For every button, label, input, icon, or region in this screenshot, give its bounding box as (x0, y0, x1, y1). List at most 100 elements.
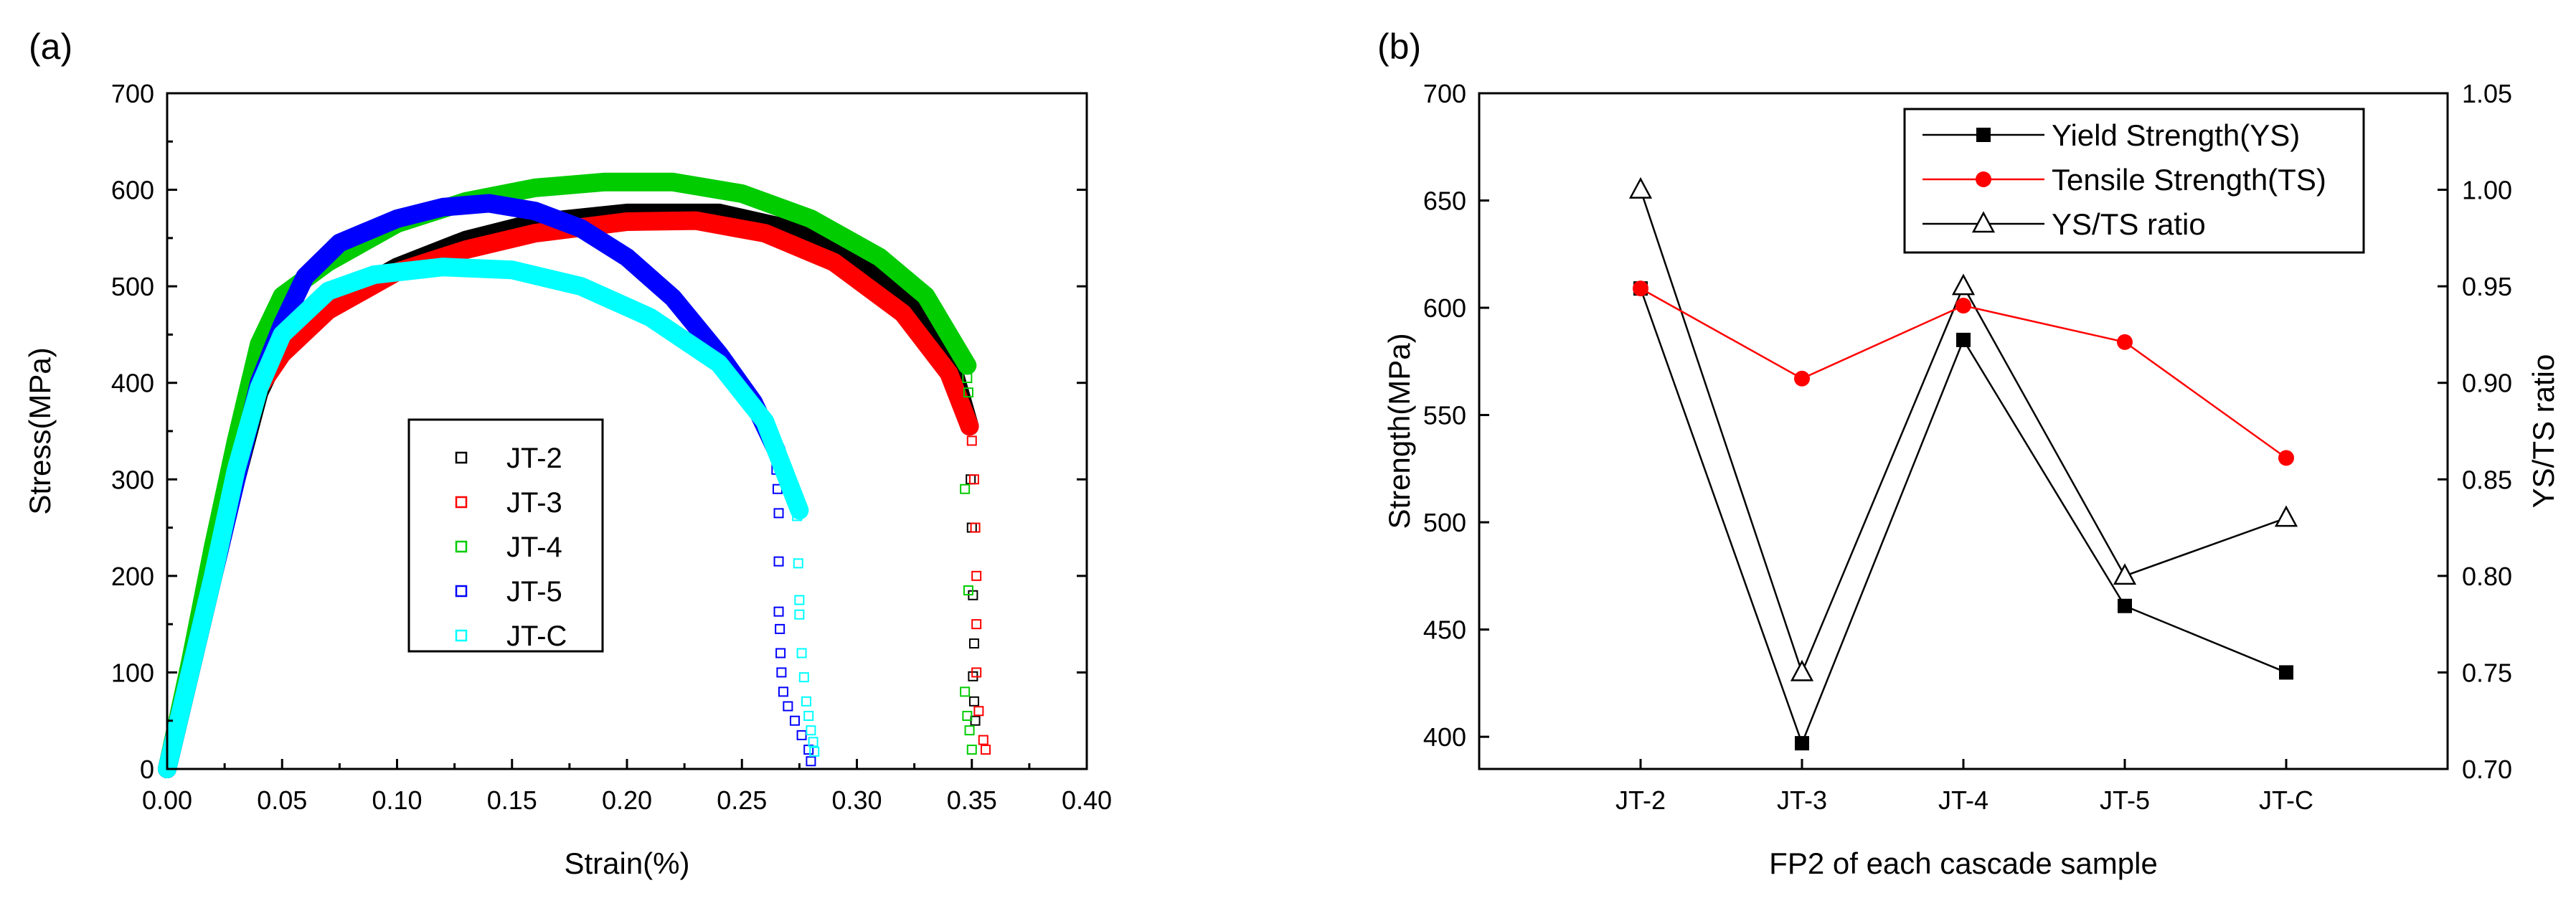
a-y-tick-label: 700 (111, 79, 154, 108)
legend-label-jt-5: JT-5 (506, 576, 562, 608)
a-x-tick-label: 0.20 (602, 785, 652, 815)
data-point-marker (960, 483, 971, 494)
b-y-tick-label: 700 (1423, 79, 1466, 108)
panel-label-b: (b) (1377, 27, 1421, 67)
series-jt-c (158, 258, 820, 778)
data-point-marker (971, 667, 982, 678)
b-x-tick-label: JT-5 (2100, 785, 2150, 815)
data-point-marker (806, 725, 816, 736)
a-y-axis-title: Stress(MPa) (23, 347, 57, 514)
b-y-axis-title: Strength(MPa) (1382, 333, 1416, 529)
a-plot-frame (166, 92, 1088, 770)
legend-marker (1971, 211, 1996, 233)
b-y-tick-label: 600 (1423, 293, 1466, 323)
legend-label-jt-2: JT-2 (506, 443, 562, 474)
a-y-tick-label: 600 (111, 176, 154, 205)
plot-b: JT-2 JT-3 JT-4 JT-5 JT-C 400 450 500 550 600 650 70… (1382, 79, 2560, 880)
a-x-tick-label: 0.05 (257, 785, 307, 815)
data-point-marker (962, 372, 973, 383)
b-x-tick-label: JT-C (2259, 785, 2313, 815)
b-y-tick-label: 500 (1423, 508, 1466, 537)
data-point-marker (796, 648, 807, 659)
data-point-marker (978, 735, 989, 745)
data-point-marker (2274, 505, 2298, 527)
data-point-marker (803, 710, 814, 721)
legend-marker (1976, 171, 1991, 187)
data-point-marker (1955, 298, 1971, 314)
a-x-tick-label: 0.00 (142, 785, 192, 815)
data-point-marker (793, 558, 803, 569)
a-x-axis-title: Strain(%) (564, 846, 689, 880)
data-point-marker (798, 672, 809, 683)
data-point-marker (776, 667, 787, 678)
legend-label: YS/TS ratio (2052, 207, 2206, 241)
legend-marker (1976, 128, 1991, 142)
b-x-tick-label: JT-4 (1938, 785, 1988, 815)
data-point-marker (1633, 280, 1648, 297)
b-y-axis-right-title: YS/TS ratio (2527, 354, 2560, 509)
data-point-marker (2278, 450, 2294, 466)
a-y-tick-label: 300 (111, 465, 154, 494)
legend-label-jt-c: JT-C (506, 620, 567, 652)
b-y-right-tick-label: 0.80 (2462, 562, 2512, 591)
series-0 (1633, 281, 2293, 751)
data-point-marker (2113, 563, 2137, 585)
data-point-marker (775, 648, 786, 659)
data-point-marker (966, 522, 977, 533)
data-point-marker (960, 686, 971, 697)
a-x-tick-label: 0.30 (831, 785, 882, 815)
data-point-marker (971, 619, 982, 630)
data-point-marker (794, 609, 805, 620)
b-y-tick-label: 550 (1423, 401, 1466, 430)
data-point-marker (968, 696, 979, 707)
data-point-marker (966, 435, 977, 446)
series-jt-c-band (158, 258, 809, 778)
legend-marker-jt-2 (455, 451, 468, 464)
data-point-marker (963, 585, 973, 596)
data-point-marker (1628, 176, 1653, 199)
data-point-marker (806, 756, 816, 767)
a-legend-entries: JT-2 JT-3 JT-4 JT-5 JT-C (455, 443, 567, 652)
a-y-tick-label: 200 (111, 562, 154, 591)
legend-label: Tensile Strength(TS) (2052, 163, 2326, 197)
data-point-marker (968, 474, 979, 485)
data-point-marker (970, 522, 981, 533)
b-y-tick-label: 400 (1423, 722, 1466, 752)
data-point-marker (968, 638, 979, 649)
a-x-tick-label: 0.40 (1062, 785, 1112, 815)
data-point-marker (966, 745, 977, 755)
data-point-marker (789, 715, 800, 726)
b-y-right-tick-label: 0.90 (2462, 369, 2512, 398)
data-point-marker (1794, 370, 1810, 387)
data-point-marker (809, 746, 820, 757)
legend-label-jt-3: JT-3 (506, 487, 562, 519)
data-point-marker (973, 706, 984, 717)
a-x-tick-label: 0.10 (372, 785, 422, 815)
b-legend-entries: Yield Strength(YS) Tensile Strength(TS) YS… (1922, 118, 2326, 241)
data-point-marker (794, 595, 805, 605)
a-y-tick-label: 0 (140, 755, 154, 784)
data-point-marker (980, 745, 991, 755)
data-point-marker (1956, 332, 1971, 347)
series-2 (1628, 176, 2298, 681)
data-point-marker (1951, 273, 1976, 296)
legend-marker-jt-5 (455, 585, 468, 598)
legend-marker-jt-c (455, 629, 468, 642)
legend-marker-jt-4 (455, 540, 468, 553)
b-y-right-tick-label: 0.75 (2462, 658, 2512, 687)
data-point-marker (773, 556, 784, 567)
a-ticks: 0.00 0.05 0.10 0.15 0.20 0.25 0.30 0.35 0.40 0 100… (111, 79, 1112, 815)
data-point-marker (783, 701, 793, 712)
data-point-marker (773, 508, 784, 519)
plot-a: 0.00 0.05 0.10 0.15 0.20 0.25 0.30 0.35 0.40 0 100… (23, 79, 1112, 880)
panel-label-a: (a) (29, 27, 72, 67)
b-y-tick-label: 450 (1423, 615, 1466, 645)
data-point-marker (778, 686, 788, 697)
series-line (1639, 288, 2287, 746)
a-y-tick-label: 500 (111, 272, 154, 301)
a-x-tick-label: 0.35 (947, 785, 997, 815)
b-y-right-tick-label: 1.05 (2462, 79, 2512, 108)
data-point-marker (1795, 736, 1809, 751)
b-y-right-tick-label: 0.95 (2462, 272, 2512, 301)
b-y-tick-label: 650 (1423, 187, 1466, 216)
